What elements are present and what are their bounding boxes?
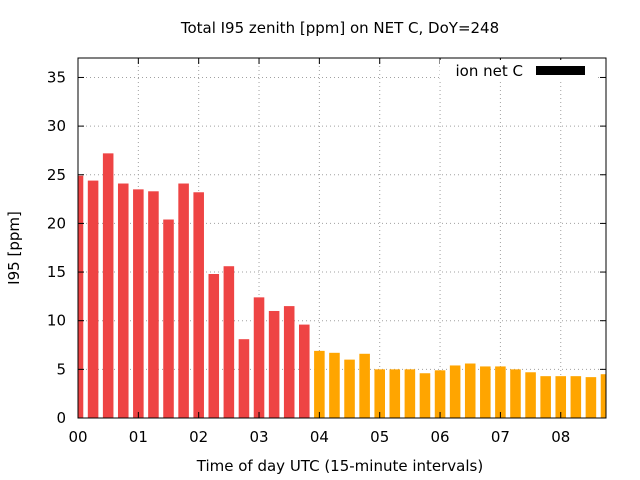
- y-tick-label: 0: [56, 409, 66, 427]
- x-tick-label: 04: [310, 428, 329, 446]
- bar: [253, 297, 265, 418]
- bar: [510, 369, 521, 418]
- y-tick-label: 30: [47, 117, 66, 135]
- x-tick-label: 07: [491, 428, 510, 446]
- bar: [449, 365, 461, 418]
- y-tick-label: 35: [47, 68, 66, 86]
- bar: [223, 266, 235, 418]
- x-axis-label: Time of day UTC (15-minute intervals): [196, 457, 483, 475]
- x-tick-label: 08: [551, 428, 570, 446]
- chart-title: Total I95 zenith [ppm] on NET C, DoY=248: [180, 19, 499, 37]
- y-tick-label: 25: [47, 166, 66, 184]
- bar: [570, 376, 582, 418]
- x-tick-label: 06: [431, 428, 450, 446]
- bar: [148, 191, 159, 418]
- legend-label: ion net C: [456, 62, 523, 80]
- bar: [178, 183, 189, 418]
- y-tick-label: 15: [47, 263, 66, 281]
- bar: [133, 189, 144, 418]
- bar: [404, 369, 416, 418]
- legend: ion net C: [440, 60, 598, 82]
- bar: [78, 175, 84, 418]
- bar: [555, 376, 567, 418]
- bar: [163, 219, 174, 418]
- bar: [238, 339, 250, 418]
- bars: [78, 153, 606, 418]
- bar: [525, 372, 536, 418]
- bar: [283, 306, 295, 418]
- bar: [314, 350, 325, 418]
- y-tick-label: 10: [47, 312, 66, 330]
- x-tick-label: 00: [68, 428, 87, 446]
- plot-frame: [77, 57, 607, 419]
- bar: [419, 373, 431, 418]
- y-tick-label: 20: [47, 214, 66, 232]
- bar: [208, 274, 220, 418]
- x-tick-label: 03: [249, 428, 268, 446]
- bar: [117, 183, 129, 418]
- bar: [585, 377, 597, 418]
- bar: [359, 353, 370, 418]
- bar: [299, 324, 310, 418]
- bar: [389, 369, 401, 418]
- x-tick-label: 02: [189, 428, 208, 446]
- bar: [102, 153, 114, 418]
- bar: [87, 180, 99, 418]
- grid: [78, 58, 606, 418]
- y-tick-label: 5: [56, 360, 66, 378]
- x-tick-label: 05: [370, 428, 389, 446]
- bar: [374, 369, 385, 418]
- x-tick-label: 01: [129, 428, 148, 446]
- bar: [540, 376, 551, 418]
- bar: [434, 370, 446, 418]
- y-axis-label: I95 [ppm]: [5, 211, 23, 285]
- bar: [600, 374, 606, 418]
- legend-swatch: [536, 66, 585, 75]
- bar: [495, 366, 506, 418]
- bar: [329, 352, 340, 418]
- bar: [344, 359, 355, 418]
- legend-background: [440, 60, 598, 82]
- bar: [480, 366, 491, 418]
- bar: [193, 192, 204, 418]
- bar: [464, 363, 476, 418]
- bar: [268, 310, 280, 418]
